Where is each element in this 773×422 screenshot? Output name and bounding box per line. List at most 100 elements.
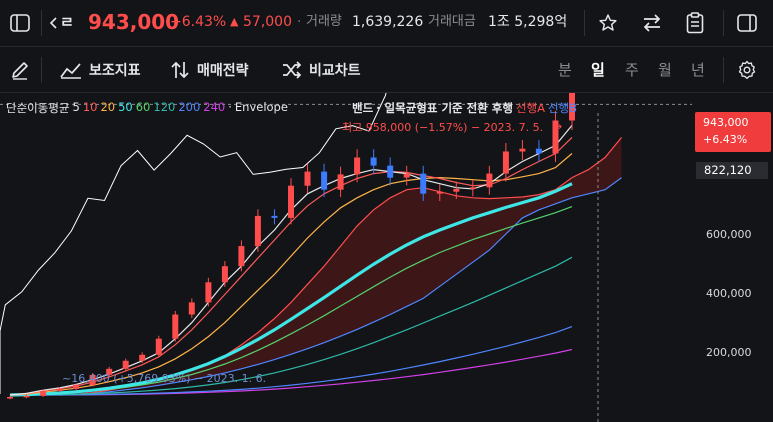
price-axis[interactable]: 943,000 +6.43% 822,120 600,000 400,000 2… bbox=[692, 93, 773, 422]
candle-body bbox=[370, 157, 377, 166]
price-chart[interactable] bbox=[0, 93, 773, 422]
ma-60-line bbox=[9, 206, 573, 396]
high-annotation: 최고 958,000 (−1.57%) − 2023. 7. 5. bbox=[342, 121, 544, 134]
candle-body bbox=[304, 171, 311, 186]
swap-arrows-icon bbox=[643, 14, 661, 32]
divider bbox=[584, 10, 585, 36]
candle-body bbox=[172, 314, 179, 339]
ma-60: 60 bbox=[135, 100, 151, 114]
indicator-legend[interactable]: 단순이동평균 5 10 20 50 60 120 200 240 · Envel… bbox=[6, 100, 288, 116]
candle-body bbox=[221, 266, 228, 283]
leading-a-label: 선행A bbox=[515, 101, 545, 115]
price-tag-value: 943,000 bbox=[703, 116, 749, 129]
change-percent: +6.43% bbox=[170, 14, 227, 30]
gear-icon bbox=[738, 60, 756, 80]
candle-body bbox=[89, 374, 96, 385]
candle-body bbox=[254, 215, 261, 247]
sidebar-toggle-button[interactable] bbox=[8, 11, 32, 35]
period-year[interactable]: 년 bbox=[691, 61, 705, 79]
indicator-chart-icon bbox=[60, 62, 81, 79]
ichimoku-legend[interactable]: 밴드 · 일목균형표 기준 전환 후행 선행A 선행B bbox=[352, 100, 577, 116]
right-panel-toggle-button[interactable] bbox=[735, 11, 759, 35]
draw-button[interactable] bbox=[8, 58, 32, 82]
period-minute[interactable]: 분 bbox=[558, 61, 572, 79]
candle-body bbox=[436, 191, 443, 194]
strategy-label: 매매전략 bbox=[197, 62, 249, 79]
indicators-button[interactable]: 보조지표 bbox=[60, 47, 141, 92]
ma-240: 240 bbox=[203, 100, 226, 114]
candle-body bbox=[288, 185, 294, 218]
candle-body bbox=[469, 187, 476, 189]
candle-body bbox=[403, 173, 410, 178]
clipboard-icon bbox=[686, 12, 704, 34]
notes-button[interactable] bbox=[683, 10, 707, 36]
amount-value: 1조 5,298억 bbox=[488, 14, 568, 30]
compare-button[interactable]: 비교차트 bbox=[282, 47, 361, 92]
candle-body bbox=[205, 282, 212, 303]
high-arrow-icon: → bbox=[553, 120, 563, 133]
candle-body bbox=[321, 171, 328, 190]
price-label-600000: 600,000 bbox=[706, 228, 752, 241]
candle-body bbox=[337, 174, 344, 190]
candle-body bbox=[552, 120, 559, 154]
candle-body bbox=[139, 354, 146, 361]
ma-120-line bbox=[10, 256, 573, 396]
star-icon bbox=[599, 14, 617, 31]
lagging-span-line bbox=[0, 93, 387, 394]
back-chevron-button[interactable] bbox=[46, 14, 60, 32]
ma-10: 10 bbox=[82, 100, 98, 114]
candle-body bbox=[271, 215, 278, 218]
ma-50-line bbox=[9, 182, 573, 397]
candle-body bbox=[23, 395, 30, 398]
candle-body bbox=[502, 151, 509, 174]
shuffle-icon bbox=[283, 60, 302, 79]
cloud-area bbox=[59, 137, 622, 395]
separator-dot: · bbox=[297, 14, 302, 30]
stock-name-fragment[interactable]: ㄹ bbox=[60, 13, 74, 31]
candle-body bbox=[40, 391, 47, 396]
swap-button[interactable] bbox=[640, 11, 664, 35]
indicators-label: 보조지표 bbox=[89, 62, 141, 79]
current-price: 943,000 bbox=[88, 10, 180, 34]
ma-200-line bbox=[10, 326, 573, 396]
period-week[interactable]: 주 bbox=[625, 61, 639, 79]
crosshair-price-value: 822,120 bbox=[704, 163, 752, 177]
leading-b-label: 선행B bbox=[547, 101, 578, 115]
candle-body bbox=[238, 246, 245, 267]
price-tag-change: +6.43% bbox=[703, 133, 748, 146]
candle-body bbox=[420, 173, 427, 194]
ma-50: 50 bbox=[118, 100, 133, 114]
panel-right-icon bbox=[737, 14, 757, 32]
divider bbox=[723, 10, 724, 36]
favorite-button[interactable] bbox=[596, 11, 620, 35]
up-down-arrows-icon bbox=[171, 61, 189, 78]
candle-body bbox=[486, 173, 493, 188]
candle-body bbox=[387, 165, 394, 178]
pencil-icon bbox=[12, 62, 28, 80]
price-label-400000: 400,000 bbox=[706, 287, 752, 300]
strategy-button[interactable]: 매매전략 bbox=[170, 47, 249, 92]
leading-span-b-line bbox=[59, 177, 622, 396]
price-label-200000: 200,000 bbox=[706, 346, 752, 359]
amount-label: 거래대금 bbox=[428, 14, 476, 29]
chevron-left-icon bbox=[49, 17, 57, 29]
ma-120: 120 bbox=[153, 100, 176, 114]
candle-body bbox=[535, 148, 542, 154]
candle-body bbox=[354, 157, 361, 175]
period-month[interactable]: 월 bbox=[658, 61, 672, 79]
candle-body bbox=[569, 93, 575, 121]
chart-settings-button[interactable] bbox=[735, 58, 759, 82]
candle-body bbox=[453, 188, 460, 192]
current-price-tag: 943,000 +6.43% bbox=[695, 112, 771, 152]
change-amount: 57,000 bbox=[243, 14, 292, 30]
low-annotation: ~16,400 (+5,769.93%) − 2023. 1. 6. bbox=[62, 372, 267, 385]
ma-prefix: 단순이동평균 bbox=[6, 101, 70, 115]
candlesticks bbox=[7, 93, 575, 400]
ma-5: 5 bbox=[72, 100, 80, 114]
period-day[interactable]: 일 bbox=[591, 61, 605, 79]
divider bbox=[723, 57, 724, 83]
crosshair-price-tag: 822,120 bbox=[696, 162, 768, 179]
candle-body bbox=[73, 384, 80, 389]
compare-label: 비교차트 bbox=[309, 62, 361, 79]
candle-body bbox=[188, 302, 195, 315]
